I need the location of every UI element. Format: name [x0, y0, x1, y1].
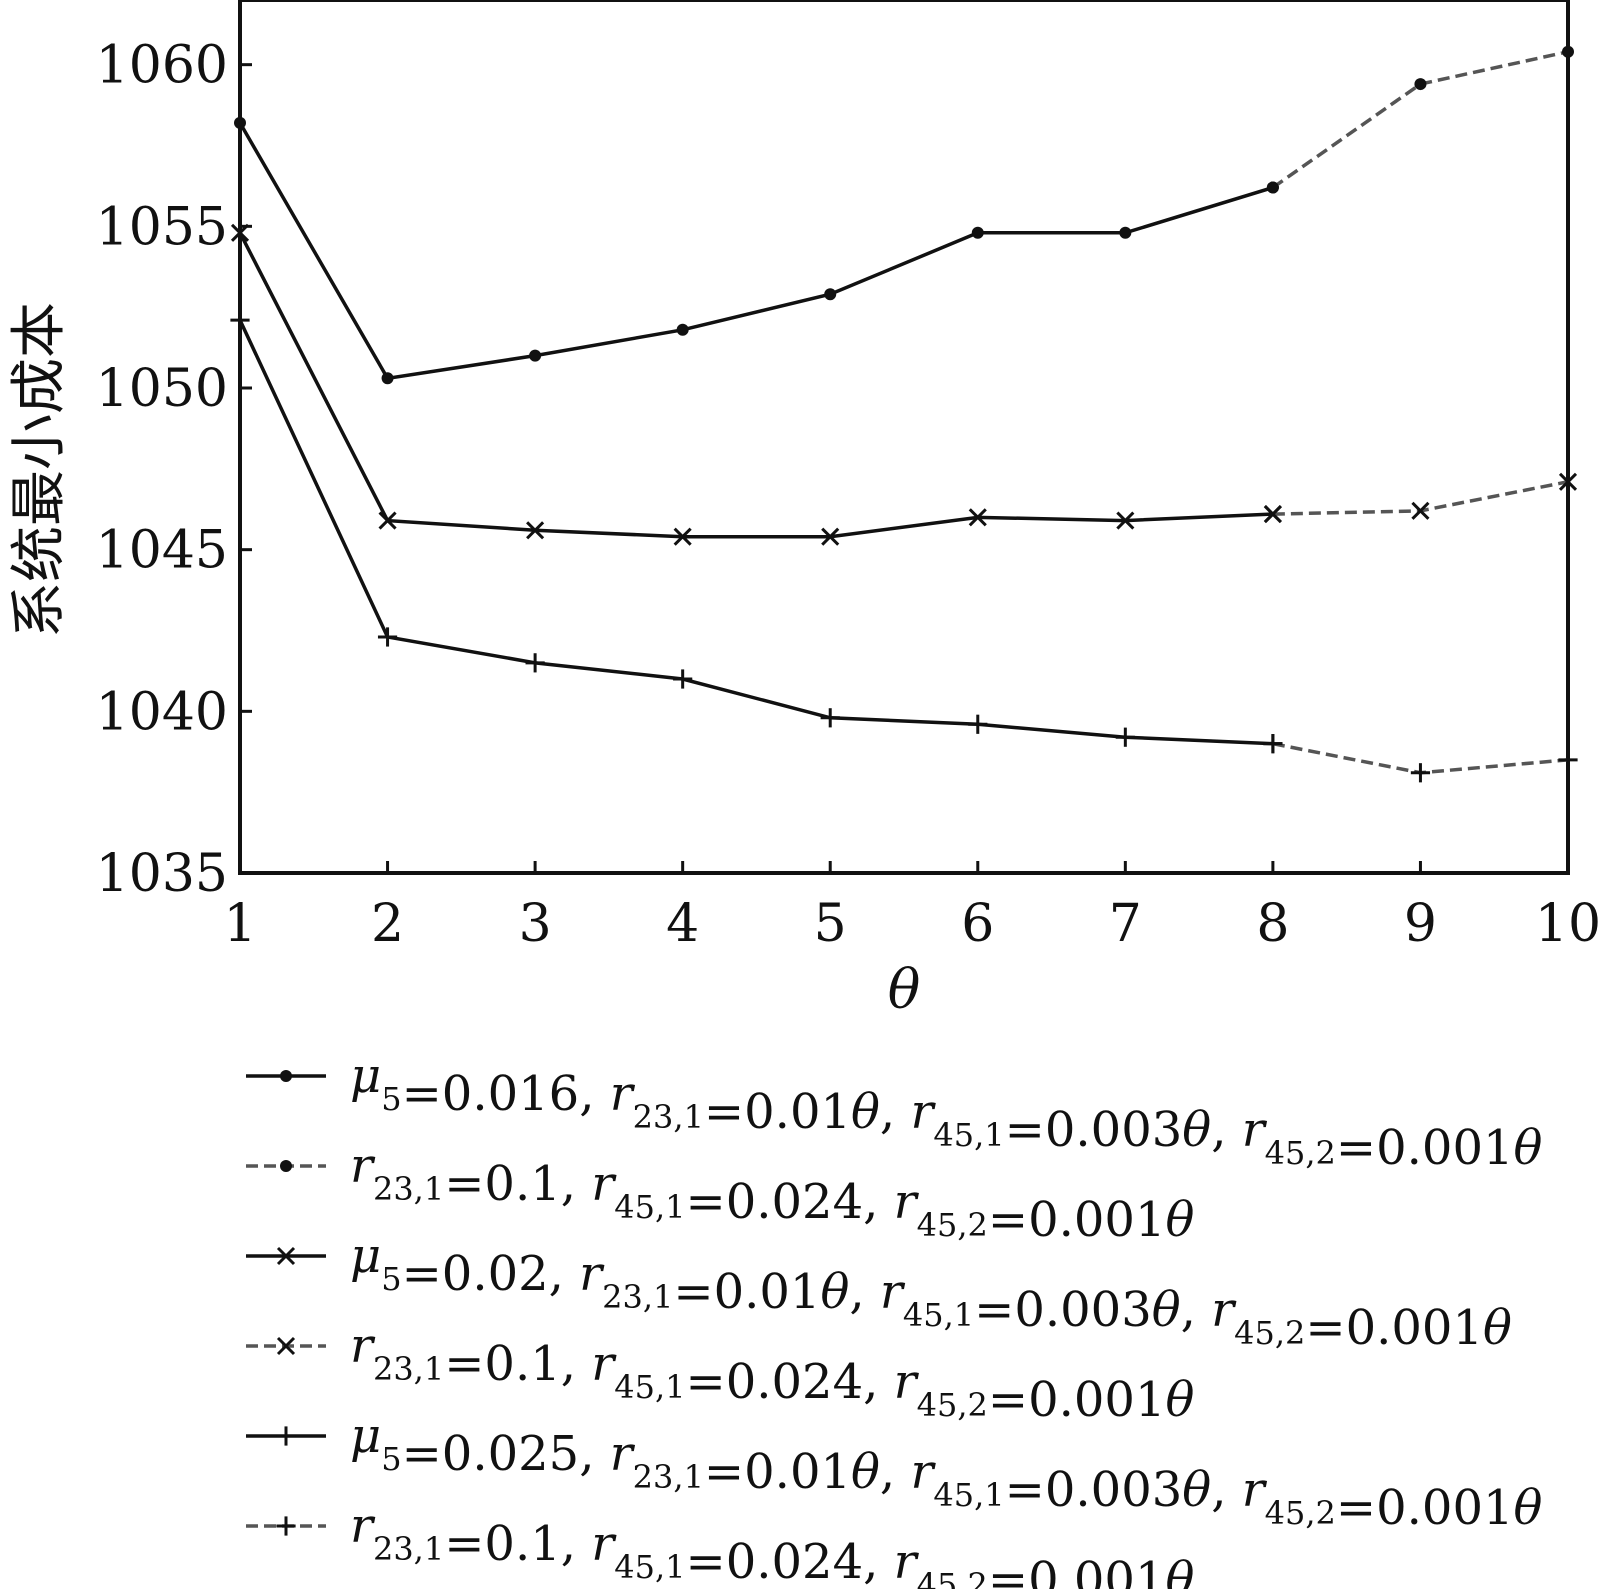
marker-dot	[280, 1160, 292, 1172]
marker-x	[1116, 511, 1135, 530]
marker-dot	[676, 323, 689, 336]
marker-plus	[230, 310, 250, 330]
y-tick-label: 1060	[96, 36, 228, 96]
x-tick-label: 5	[814, 894, 847, 954]
marker-x	[526, 521, 545, 540]
x-tick-label: 1	[223, 894, 256, 954]
marker-dot	[1414, 78, 1427, 91]
marker-x	[230, 223, 250, 242]
marker-x	[673, 527, 692, 546]
marker-x	[1411, 501, 1430, 520]
x-tick-label: 7	[1109, 894, 1142, 954]
legend-label: r23,1=0.1, r45,1=0.024, r45,2=0.001θ	[350, 1138, 1194, 1248]
x-tick-label: 6	[961, 894, 994, 954]
marker-plus	[525, 653, 545, 673]
legend-entry: r23,1=0.1, r45,1=0.024, r45,2=0.001θ	[246, 1498, 1194, 1589]
legend-entry: μ5=0.02, r23,1=0.01θ, r45,1=0.003θ, r45,…	[246, 1228, 1512, 1356]
marker-x	[378, 511, 397, 530]
marker-x	[1263, 505, 1282, 524]
legend-label: μ5=0.016, r23,1=0.01θ, r45,1=0.003θ, r45…	[350, 1048, 1543, 1176]
legend-label: μ5=0.025, r23,1=0.01θ, r45,1=0.003θ, r45…	[350, 1408, 1543, 1536]
y-tick-label: 1050	[96, 359, 228, 419]
marker-plus	[968, 714, 988, 734]
series-2	[230, 223, 1282, 546]
x-tick-label: 8	[1256, 894, 1289, 954]
series-3	[1263, 472, 1578, 524]
marker-dot	[381, 372, 394, 385]
marker-plus	[1410, 763, 1431, 783]
marker-plus	[1558, 750, 1578, 770]
x-tick-label: 10	[1535, 894, 1601, 954]
marker-dot	[1562, 45, 1574, 58]
y-tick-label: 1040	[96, 682, 228, 742]
marker-dot	[824, 288, 837, 301]
series-line	[238, 121, 1274, 381]
series-line	[238, 232, 1273, 539]
legend-label: r23,1=0.1, r45,1=0.024, r45,2=0.001θ	[350, 1498, 1194, 1589]
legend: μ5=0.016, r23,1=0.01θ, r45,1=0.003θ, r45…	[246, 1048, 1543, 1589]
marker-dot	[1266, 181, 1279, 194]
marker-dot	[1119, 226, 1132, 239]
marker-plus	[1115, 727, 1135, 747]
legend-entry: μ5=0.025, r23,1=0.01θ, r45,1=0.003θ, r45…	[246, 1408, 1543, 1536]
marker-dot	[234, 116, 246, 129]
marker-plus	[276, 1516, 296, 1536]
marker-x	[968, 508, 987, 527]
marker-plus	[673, 669, 693, 689]
series-line	[1271, 50, 1569, 189]
marker-x	[821, 527, 840, 546]
marker-plus	[1263, 734, 1283, 754]
marker-x	[276, 1336, 296, 1356]
y-tick-label: 1045	[96, 521, 228, 581]
axis-ticks: 1 2 3 4 5 6 7 8 9 10 1035 1040 1045 1050 1055 1060	[96, 36, 1601, 954]
y-tick-label: 1055	[96, 197, 228, 257]
x-tick-label: 4	[666, 894, 699, 954]
y-tick-label: 1035	[96, 844, 228, 904]
plot-area	[238, 0, 1570, 875]
x-tick-label: 3	[519, 894, 552, 954]
legend-entry: r23,1=0.1, r45,1=0.024, r45,2=0.001θ	[246, 1318, 1194, 1428]
x-tick-label: 2	[371, 894, 404, 954]
series-5	[1263, 734, 1578, 783]
marker-plus	[377, 627, 398, 647]
legend-label: μ5=0.02, r23,1=0.01θ, r45,1=0.003θ, r45,…	[350, 1228, 1512, 1356]
series-1	[1266, 45, 1574, 194]
marker-dot	[529, 349, 542, 362]
legend-entry: μ5=0.016, r23,1=0.01θ, r45,1=0.003θ, r45…	[246, 1048, 1543, 1176]
marker-x	[1558, 472, 1578, 491]
legend-entry: r23,1=0.1, r45,1=0.024, r45,2=0.001θ	[246, 1138, 1194, 1248]
marker-dot	[280, 1070, 292, 1082]
x-axis-title: θ	[888, 958, 921, 1021]
marker-plus	[276, 1426, 296, 1446]
series-line	[238, 319, 1273, 746]
marker-x	[276, 1246, 296, 1266]
x-tick-label: 9	[1404, 894, 1437, 954]
series-layer	[230, 45, 1578, 783]
y-axis-title: 系统最小成本	[7, 302, 72, 638]
legend-label: r23,1=0.1, r45,1=0.024, r45,2=0.001θ	[350, 1318, 1194, 1428]
marker-plus	[820, 708, 840, 728]
marker-dot	[971, 226, 984, 239]
series-0	[234, 116, 1279, 385]
